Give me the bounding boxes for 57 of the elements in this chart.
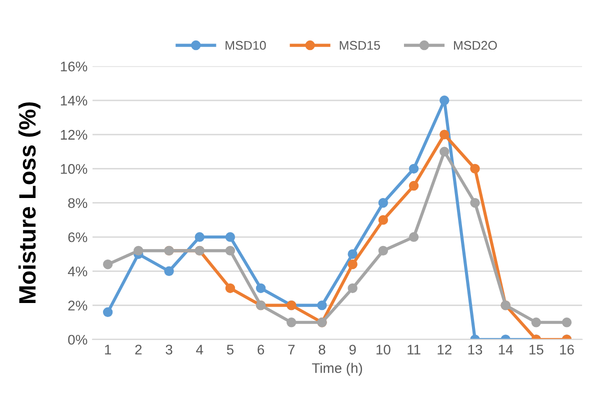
x-axis-title: Time (h) — [312, 362, 362, 376]
x-tick-label: 12 — [438, 344, 452, 354]
x-tick-label: 9 — [349, 344, 356, 355]
x-tick-label: 5 — [226, 344, 234, 355]
point — [256, 283, 266, 294]
point — [378, 246, 388, 256]
point — [440, 146, 450, 156]
x-tick-label: 8 — [318, 344, 326, 355]
x-tick-label: 2 — [135, 344, 142, 354]
point — [102, 307, 113, 318]
point — [134, 246, 144, 256]
x-tick-label: 13 — [468, 344, 482, 355]
point — [225, 232, 236, 242]
y-tick-label: 4% — [68, 266, 88, 276]
point — [470, 198, 480, 208]
point — [378, 198, 388, 208]
legend-label: MSD15 — [340, 40, 380, 50]
point — [408, 164, 419, 174]
y-axis-title: Moisture Loss (%) — [18, 102, 40, 303]
point — [286, 318, 296, 328]
y-tick-label: 12% — [60, 130, 88, 140]
point — [562, 318, 572, 328]
point — [225, 283, 236, 294]
y-tick-label: 14% — [60, 96, 88, 106]
y-tick-label: 0% — [68, 334, 88, 345]
y-tick-label: 10% — [60, 164, 88, 174]
point — [194, 232, 204, 242]
x-tick-label: 15 — [530, 344, 544, 355]
x-tick-label: 16 — [560, 344, 574, 355]
x-tick-label: 6 — [258, 344, 264, 355]
point — [440, 130, 450, 140]
x-tick-label: 14 — [498, 344, 513, 354]
point — [348, 259, 358, 270]
point — [408, 232, 419, 242]
point — [408, 180, 419, 191]
point — [348, 249, 358, 259]
x-tick-label: 1 — [105, 344, 112, 354]
x-tick-label: 11 — [408, 344, 420, 354]
y-tick-label: 8% — [68, 198, 88, 208]
y-tick-label: 6% — [68, 232, 88, 242]
point — [164, 266, 174, 276]
point — [531, 318, 542, 328]
legend-label: MSD2O — [454, 40, 497, 50]
x-tick-label: 3 — [166, 344, 172, 355]
point — [470, 164, 480, 174]
x-tick-label: 7 — [288, 344, 295, 354]
point — [317, 300, 327, 310]
point — [378, 215, 388, 225]
point — [225, 246, 236, 256]
y-tick-label: 2% — [68, 300, 88, 310]
point — [102, 259, 113, 270]
legend-label: MSD10 — [226, 40, 266, 50]
point — [440, 96, 450, 106]
x-tick-label: 10 — [376, 344, 390, 355]
y-tick-label: 16% — [60, 62, 88, 72]
point — [348, 283, 358, 294]
x-tick-label: 4 — [196, 344, 204, 354]
